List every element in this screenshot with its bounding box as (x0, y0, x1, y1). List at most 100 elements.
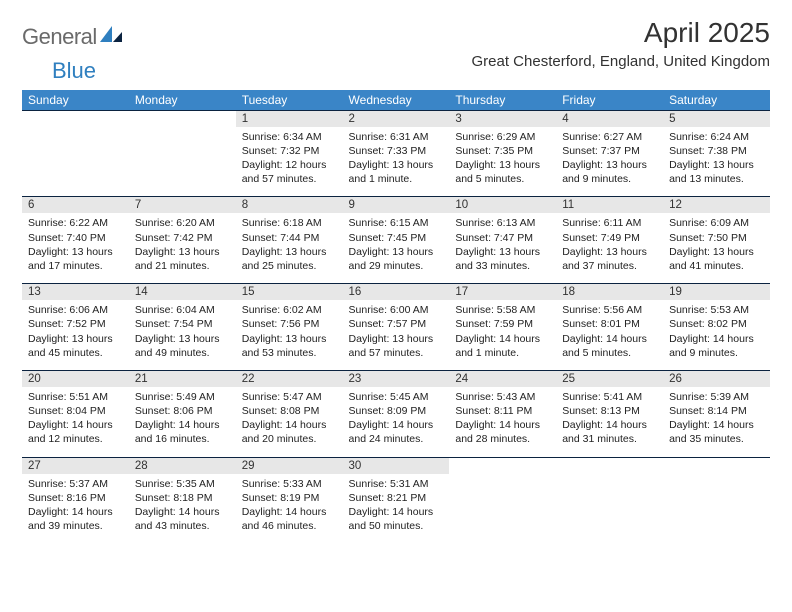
daylight-text: and 5 minutes. (455, 172, 550, 186)
daylight-text: Daylight: 13 hours (28, 245, 123, 259)
sunset-text: Sunset: 8:16 PM (28, 491, 123, 505)
daylight-text: Daylight: 13 hours (669, 245, 764, 259)
daylight-text: Daylight: 13 hours (455, 245, 550, 259)
dayheader-sat: Saturday (663, 90, 770, 111)
daynum-row: 20212223242526 (22, 370, 770, 387)
day-content-cell: Sunrise: 6:24 AMSunset: 7:38 PMDaylight:… (663, 127, 770, 197)
daylight-text: and 31 minutes. (562, 432, 657, 446)
day-content-cell: Sunrise: 5:51 AMSunset: 8:04 PMDaylight:… (22, 387, 129, 457)
sunset-text: Sunset: 8:09 PM (349, 404, 444, 418)
daylight-text: and 9 minutes. (562, 172, 657, 186)
sunrise-text: Sunrise: 5:49 AM (135, 390, 230, 404)
daylight-text: Daylight: 14 hours (562, 332, 657, 346)
daylight-text: Daylight: 14 hours (562, 418, 657, 432)
sunset-text: Sunset: 8:06 PM (135, 404, 230, 418)
daynum-row: 6789101112 (22, 197, 770, 214)
sunset-text: Sunset: 8:18 PM (135, 491, 230, 505)
sunset-text: Sunset: 8:04 PM (28, 404, 123, 418)
day-content-cell: Sunrise: 6:31 AMSunset: 7:33 PMDaylight:… (343, 127, 450, 197)
sunrise-text: Sunrise: 6:20 AM (135, 216, 230, 230)
daylight-text: and 9 minutes. (669, 346, 764, 360)
day-number-cell (663, 457, 770, 474)
sunrise-text: Sunrise: 5:56 AM (562, 303, 657, 317)
day-number-cell: 11 (556, 197, 663, 214)
logo-text-blue: Blue (52, 58, 96, 83)
daylight-text: Daylight: 14 hours (669, 418, 764, 432)
day-number-cell: 14 (129, 284, 236, 301)
day-content-cell: Sunrise: 5:33 AMSunset: 8:19 PMDaylight:… (236, 474, 343, 544)
daylight-text: Daylight: 14 hours (28, 418, 123, 432)
dayheader-mon: Monday (129, 90, 236, 111)
daylight-text: and 49 minutes. (135, 346, 230, 360)
day-number-cell: 29 (236, 457, 343, 474)
calendar-body: 12345Sunrise: 6:34 AMSunset: 7:32 PMDayl… (22, 110, 770, 543)
calendar-header: Sunday Monday Tuesday Wednesday Thursday… (22, 90, 770, 111)
dayheader-fri: Friday (556, 90, 663, 111)
day-content-cell: Sunrise: 6:18 AMSunset: 7:44 PMDaylight:… (236, 213, 343, 283)
daylight-text: Daylight: 13 hours (669, 158, 764, 172)
daylight-text: Daylight: 13 hours (242, 332, 337, 346)
daylight-text: Daylight: 14 hours (242, 505, 337, 519)
sunset-text: Sunset: 7:42 PM (135, 231, 230, 245)
sunrise-text: Sunrise: 6:02 AM (242, 303, 337, 317)
day-number-cell: 9 (343, 197, 450, 214)
day-number-cell: 23 (343, 370, 450, 387)
sunset-text: Sunset: 7:32 PM (242, 144, 337, 158)
daylight-text: and 13 minutes. (669, 172, 764, 186)
daynum-row: 27282930 (22, 457, 770, 474)
title-block: April 2025 Great Chesterford, England, U… (472, 18, 771, 70)
day-number-cell: 13 (22, 284, 129, 301)
day-content-cell: Sunrise: 6:09 AMSunset: 7:50 PMDaylight:… (663, 213, 770, 283)
day-number-cell: 8 (236, 197, 343, 214)
day-content-cell (22, 127, 129, 197)
day-content-cell: Sunrise: 6:00 AMSunset: 7:57 PMDaylight:… (343, 300, 450, 370)
day-content-cell (449, 474, 556, 544)
day-content-cell: Sunrise: 5:31 AMSunset: 8:21 PMDaylight:… (343, 474, 450, 544)
sunset-text: Sunset: 7:44 PM (242, 231, 337, 245)
sunrise-text: Sunrise: 5:41 AM (562, 390, 657, 404)
sunrise-text: Sunrise: 5:53 AM (669, 303, 764, 317)
daylight-text: and 5 minutes. (562, 346, 657, 360)
daylight-text: Daylight: 13 hours (28, 332, 123, 346)
daylight-text: Daylight: 14 hours (349, 418, 444, 432)
daylight-text: Daylight: 14 hours (455, 418, 550, 432)
day-content-cell: Sunrise: 6:06 AMSunset: 7:52 PMDaylight:… (22, 300, 129, 370)
sunrise-text: Sunrise: 5:43 AM (455, 390, 550, 404)
content-row: Sunrise: 6:06 AMSunset: 7:52 PMDaylight:… (22, 300, 770, 370)
sunset-text: Sunset: 7:59 PM (455, 317, 550, 331)
daylight-text: Daylight: 13 hours (349, 245, 444, 259)
day-content-cell: Sunrise: 6:34 AMSunset: 7:32 PMDaylight:… (236, 127, 343, 197)
day-content-cell (556, 474, 663, 544)
daylight-text: Daylight: 14 hours (669, 332, 764, 346)
daylight-text: and 45 minutes. (28, 346, 123, 360)
sunrise-text: Sunrise: 5:33 AM (242, 477, 337, 491)
day-content-cell (129, 127, 236, 197)
sunrise-text: Sunrise: 6:18 AM (242, 216, 337, 230)
daylight-text: Daylight: 13 hours (349, 158, 444, 172)
day-number-cell (556, 457, 663, 474)
sunrise-text: Sunrise: 6:11 AM (562, 216, 657, 230)
day-number-cell: 6 (22, 197, 129, 214)
sunset-text: Sunset: 8:21 PM (349, 491, 444, 505)
logo: General (22, 24, 122, 50)
dayheader-tue: Tuesday (236, 90, 343, 111)
sunrise-text: Sunrise: 6:00 AM (349, 303, 444, 317)
day-number-cell: 21 (129, 370, 236, 387)
daylight-text: Daylight: 14 hours (135, 418, 230, 432)
sunset-text: Sunset: 7:52 PM (28, 317, 123, 331)
sunrise-text: Sunrise: 5:37 AM (28, 477, 123, 491)
sunset-text: Sunset: 7:47 PM (455, 231, 550, 245)
daylight-text: and 29 minutes. (349, 259, 444, 273)
location-text: Great Chesterford, England, United Kingd… (472, 53, 771, 70)
daylight-text: and 1 minute. (349, 172, 444, 186)
daylight-text: and 57 minutes. (349, 346, 444, 360)
daylight-text: and 12 minutes. (28, 432, 123, 446)
day-number-cell (22, 110, 129, 127)
daylight-text: and 16 minutes. (135, 432, 230, 446)
day-number-cell: 20 (22, 370, 129, 387)
calendar-table: Sunday Monday Tuesday Wednesday Thursday… (22, 90, 770, 543)
day-number-cell: 24 (449, 370, 556, 387)
sunrise-text: Sunrise: 5:39 AM (669, 390, 764, 404)
daylight-text: and 39 minutes. (28, 519, 123, 533)
day-number-cell: 19 (663, 284, 770, 301)
